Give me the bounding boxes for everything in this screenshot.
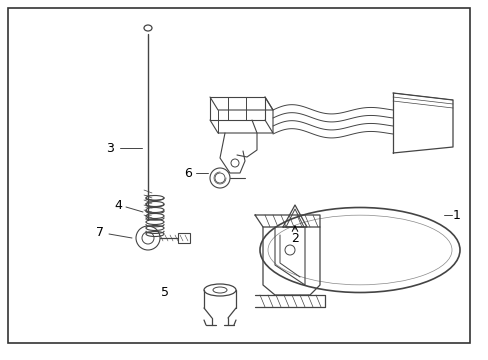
Text: 6: 6 (183, 166, 192, 180)
Text: 1: 1 (452, 208, 460, 221)
Text: 2: 2 (290, 231, 298, 244)
Text: 7: 7 (96, 225, 104, 239)
Bar (178, 233, 190, 243)
Text: 4: 4 (114, 198, 122, 212)
Text: 3: 3 (106, 141, 114, 154)
Text: 5: 5 (161, 285, 169, 298)
